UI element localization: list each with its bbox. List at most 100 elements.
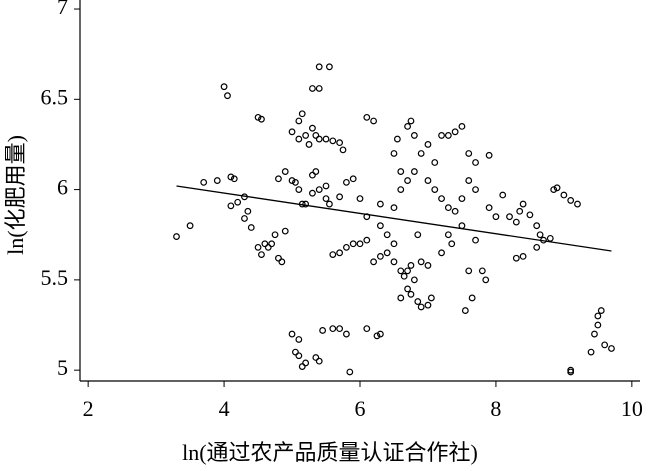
scatter-point: [431, 159, 439, 166]
scatter-point: [278, 258, 286, 266]
scatter-point: [295, 117, 303, 125]
scatter-point: [397, 186, 405, 193]
scatter-point: [370, 258, 377, 266]
scatter-point: [339, 146, 347, 154]
scatter-point: [438, 249, 445, 257]
y-tick-label: 5: [57, 355, 68, 380]
scatter-point: [444, 132, 452, 139]
scatter-point: [305, 141, 313, 148]
scatter-point: [363, 113, 371, 121]
scatter-point: [533, 222, 541, 230]
scatter-point: [295, 135, 303, 143]
scatter-point: [458, 122, 466, 130]
scatter-point: [400, 272, 408, 280]
scatter-point: [224, 92, 231, 100]
y-tick-label: 7: [57, 0, 68, 19]
scatter-point: [309, 85, 316, 92]
scatter-point: [472, 236, 479, 244]
scatter-point: [292, 178, 299, 186]
scatter-point: [407, 117, 415, 125]
scatter-point: [594, 312, 602, 320]
scatter-point: [506, 213, 513, 221]
scatter-point: [567, 368, 575, 376]
scatter-point: [298, 363, 306, 370]
scatter-point: [288, 177, 296, 184]
scatter-point: [424, 262, 432, 269]
scatter-point: [407, 290, 415, 298]
scatter-point: [424, 177, 432, 184]
scatter-point: [268, 240, 276, 248]
scatter-point: [295, 186, 303, 193]
scatter-point: [271, 231, 279, 239]
scatter-point: [444, 204, 452, 212]
scatter-point: [322, 182, 330, 190]
scatter-point: [370, 117, 377, 125]
scatter-point: [424, 141, 432, 148]
scatter-point: [275, 254, 282, 262]
scatter-point: [492, 213, 500, 221]
scatter-point: [343, 243, 350, 251]
scatter-point: [414, 231, 422, 239]
scatter-point: [390, 204, 398, 212]
scatter-point: [315, 135, 323, 143]
scatter-point: [512, 254, 520, 262]
scatter-point: [404, 267, 411, 275]
scatter-point: [275, 175, 282, 183]
scatter-point: [526, 211, 534, 219]
y-tick-label: 6: [57, 175, 68, 200]
scatter-point: [546, 234, 554, 242]
scatter-point: [451, 128, 459, 136]
scatter-point: [519, 253, 527, 260]
scatter-point: [533, 243, 541, 251]
scatter-point: [424, 301, 432, 309]
scatter-point: [376, 200, 384, 208]
scatter-point: [472, 186, 479, 193]
scatter-point: [264, 243, 272, 251]
scatter-point: [309, 124, 316, 132]
scatter-point: [241, 215, 248, 222]
y-tick-label: 6.5: [41, 84, 69, 109]
scatter-point: [390, 258, 398, 266]
scatter-point: [485, 151, 493, 159]
scatter-point: [410, 132, 418, 139]
scatter-point: [292, 348, 299, 356]
scatter-point: [404, 177, 411, 184]
y-tick-label: 5.5: [41, 265, 69, 290]
scatter-point: [478, 267, 486, 275]
scatter-point: [356, 195, 364, 203]
scatter-point: [244, 207, 252, 215]
scatter-point: [336, 325, 344, 333]
scatter-point: [322, 195, 330, 203]
scatter-point: [227, 202, 235, 210]
scatter-point: [404, 285, 411, 293]
scatter-point: [227, 173, 235, 181]
scatter-point: [319, 327, 327, 334]
x-tick-label: 8: [490, 396, 501, 421]
scatter-point: [281, 227, 289, 235]
scatter-point: [383, 249, 391, 257]
scatter-point: [560, 191, 568, 199]
scatter-point: [407, 262, 415, 269]
scatter-point: [390, 150, 398, 157]
scatter-point: [261, 240, 269, 248]
scatter-point: [349, 240, 357, 248]
scatter-point: [431, 186, 439, 193]
scatter-point: [393, 135, 401, 143]
scatter-point: [315, 85, 323, 92]
scatter-point: [485, 204, 493, 212]
scatter-point: [601, 341, 609, 349]
scatter-point: [295, 336, 303, 343]
x-tick-label: 6: [355, 396, 366, 421]
scatter-point: [281, 168, 289, 175]
scatter-point: [536, 231, 544, 239]
scatter-point: [383, 231, 391, 239]
x-tick-label: 10: [621, 396, 643, 421]
scatter-point: [567, 197, 575, 204]
scatter-point: [373, 332, 381, 340]
scatter-point: [312, 132, 320, 139]
scatter-point: [173, 233, 180, 240]
scatter-point: [458, 195, 466, 203]
scatter-point: [451, 207, 459, 215]
